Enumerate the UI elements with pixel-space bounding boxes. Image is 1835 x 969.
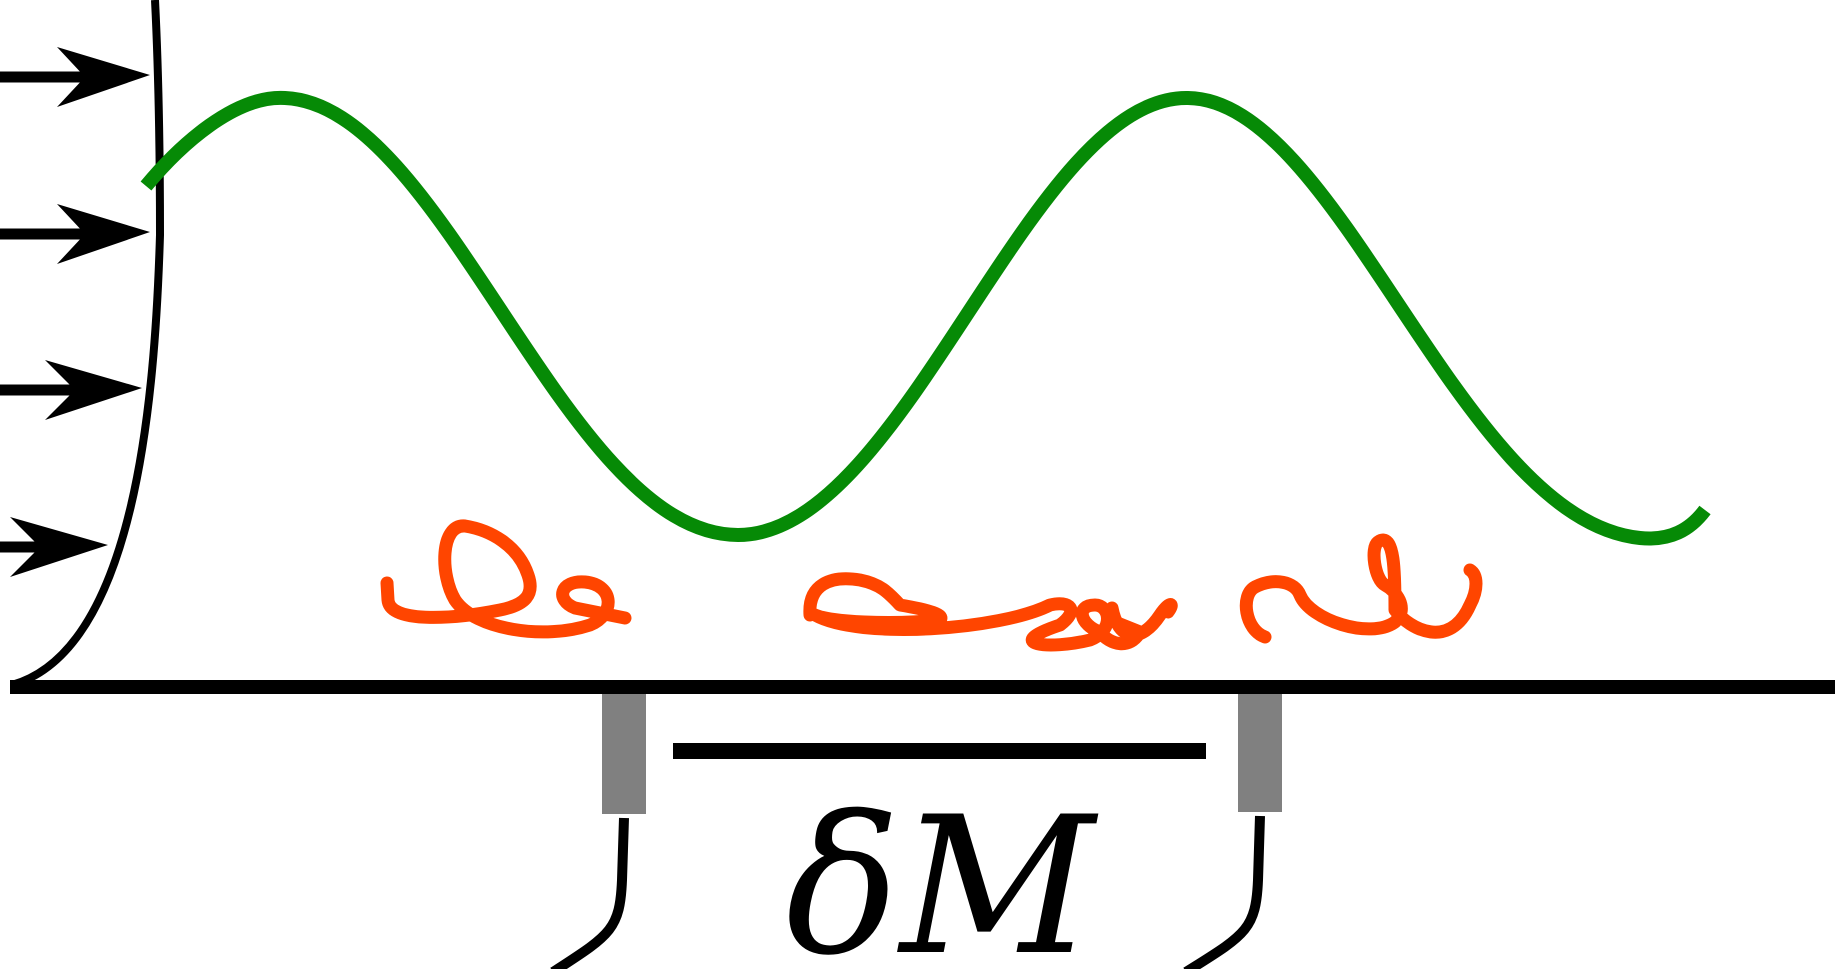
arrow-right-icon bbox=[0, 47, 150, 107]
handwritten-squiggle bbox=[803, 572, 1147, 652]
handwritten-squiggle bbox=[1105, 598, 1178, 642]
probe-left bbox=[550, 694, 646, 969]
probe-right bbox=[1183, 694, 1282, 969]
boundary-profile-curve bbox=[10, 0, 165, 689]
inflow-arrows bbox=[0, 47, 150, 577]
arrow-right-icon bbox=[0, 360, 142, 420]
probe-icon bbox=[602, 694, 646, 814]
delta-m-label: δM bbox=[786, 776, 1099, 969]
arrow-right-icon bbox=[0, 204, 150, 264]
handwritten-squiggle bbox=[1239, 533, 1483, 644]
probe-cable bbox=[550, 817, 629, 969]
handwritten-squiggle bbox=[380, 519, 632, 639]
probe-icon bbox=[1238, 694, 1282, 812]
probe-cable bbox=[1183, 815, 1265, 969]
turbulent-squiggles bbox=[380, 519, 1483, 652]
sine-wave bbox=[140, 90, 1711, 546]
arrow-right-icon bbox=[0, 517, 108, 577]
